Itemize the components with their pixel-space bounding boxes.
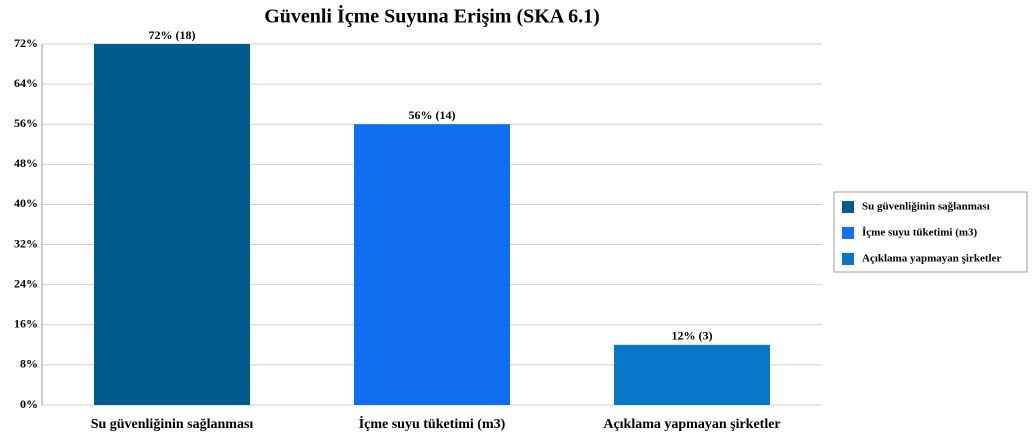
y-tick-label: 40%	[14, 196, 38, 210]
legend-swatch	[842, 201, 854, 213]
legend-label: Su güvenliğinin sağlanması	[862, 201, 990, 213]
chart-title: Güvenli İçme Suyuna Erişim (SKA 6.1)	[264, 4, 600, 28]
x-tick-label: Açıklama yapmayan şirketler	[603, 417, 780, 432]
legend-label: Açıklama yapmayan şirketler	[862, 253, 1001, 265]
y-tick-label: 56%	[14, 116, 38, 130]
y-tick-label: 8%	[20, 357, 38, 371]
y-tick-label: 48%	[14, 156, 38, 170]
x-tick-label: Su güvenliğinin sağlanması	[91, 417, 254, 432]
legend-box	[833, 191, 1028, 273]
legend-swatch	[842, 227, 854, 239]
data-label: 56% (14)	[409, 108, 456, 122]
x-tick-label: İçme suyu tüketimi (m3)	[359, 415, 506, 432]
data-label: 72% (18)	[149, 28, 196, 42]
y-tick-label: 72%	[14, 36, 38, 50]
legend-swatch	[842, 253, 854, 265]
bar	[614, 344, 770, 405]
y-tick-label: 16%	[14, 317, 38, 331]
y-tick-label: 0%	[20, 397, 38, 411]
bar	[94, 44, 250, 405]
bar	[354, 124, 510, 405]
y-tick-label: 64%	[14, 76, 38, 90]
legend-label: İçme suyu tüketimi (m3)	[862, 227, 978, 239]
y-tick-label: 32%	[14, 236, 38, 250]
data-label: 12% (3)	[672, 329, 713, 343]
y-tick-label: 24%	[14, 276, 38, 290]
